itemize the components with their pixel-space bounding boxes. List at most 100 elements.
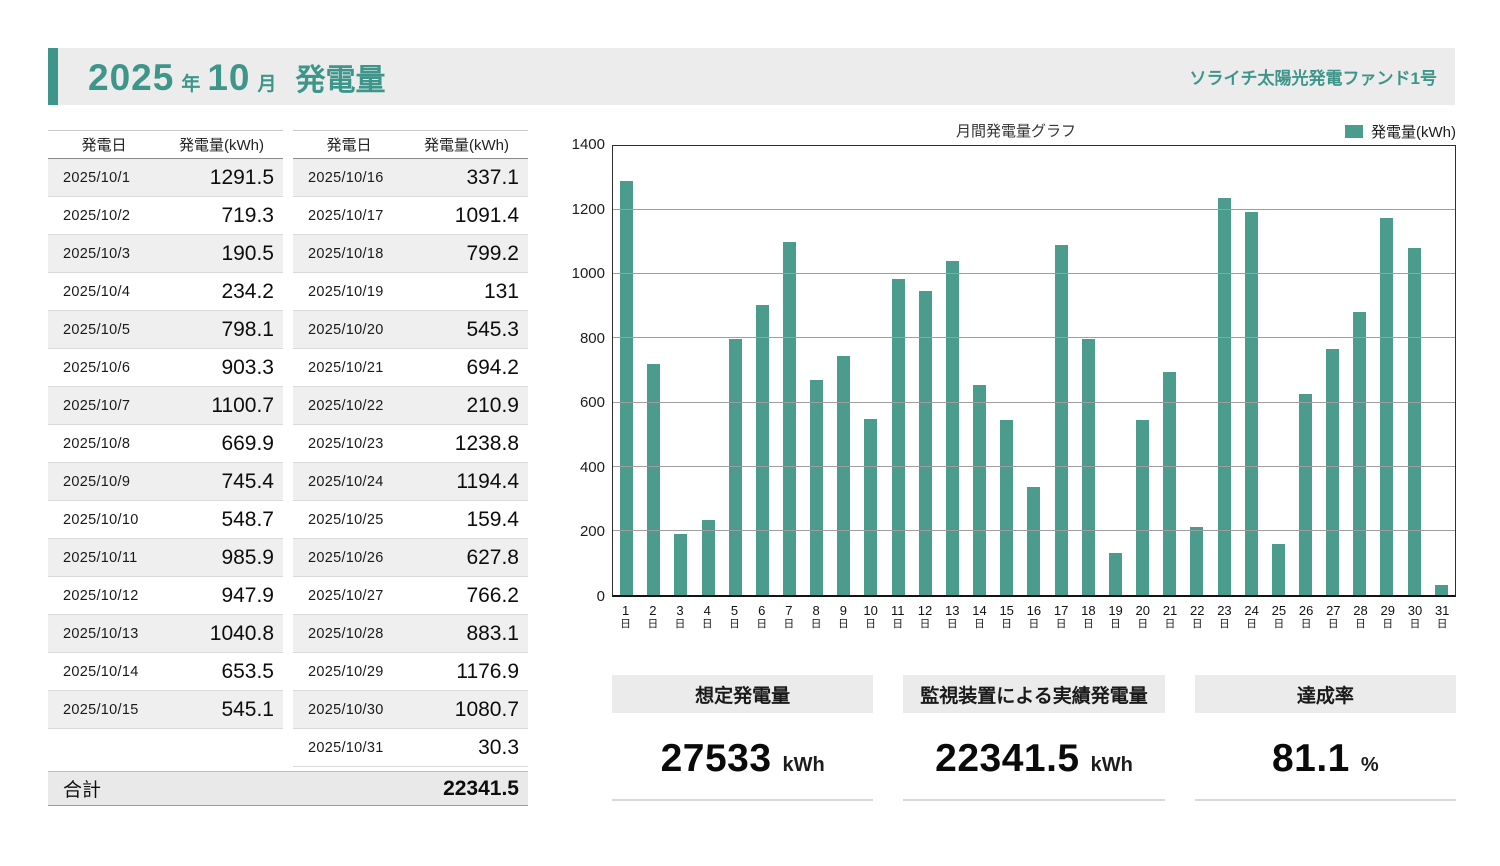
title-month: 10 [207,56,251,98]
bar-slot [613,146,640,595]
cell-value: 545.3 [466,317,519,341]
summary-number: 22341.5 kWh [903,737,1164,781]
x-tick-suffix: 日 [674,618,686,630]
x-tick-number: 2 [649,603,657,618]
x-tick-suffix: 日 [838,618,849,630]
x-tick-number: 8 [812,603,820,618]
gridline [613,465,1455,467]
x-tick-number: 29 [1380,603,1395,618]
table-row: 2025/10/15 545.1 [48,691,283,729]
x-tick-suffix: 日 [783,618,795,630]
bar-slot [1075,146,1102,595]
cell-value: 210.9 [466,393,519,417]
x-tick-suffix: 日 [919,618,931,630]
table-row: 2025/10/9 745.4 [48,463,283,501]
x-tick-suffix: 日 [1382,618,1393,630]
table-row: 2025/10/21 694.2 [293,349,528,387]
bar-slot [912,146,939,595]
x-tick-number: 10 [863,603,878,618]
cell-date: 2025/10/16 [308,169,384,186]
bar-slot [776,146,803,595]
cell-date: 2025/10/9 [63,473,131,490]
bar-day-4 [701,519,715,595]
table-row: 2025/10/10 548.7 [48,501,283,539]
y-tick-label: 1400 [571,136,605,153]
x-tick-label: 11 日 [884,604,911,631]
cell-value: 1091.4 [454,203,519,227]
x-tick-suffix: 日 [1273,618,1285,630]
bar-slot [722,146,749,595]
table-row: 2025/10/17 1091.4 [293,197,528,235]
x-tick-number: 4 [703,603,711,618]
x-tick-suffix: 日 [1137,618,1149,630]
bar-slot [1346,146,1373,595]
cell-date: 2025/10/8 [63,435,131,452]
bar-day-17 [1054,244,1068,595]
bar-slot [749,146,776,595]
cell-date: 2025/10/28 [308,625,384,642]
bar-slot [830,146,857,595]
x-tick-suffix: 日 [1083,618,1094,630]
x-tick-number: 30 [1407,603,1423,618]
bar-slot [1265,146,1292,595]
x-tick-label: 20 日 [1129,604,1156,631]
bar-slot [993,146,1020,595]
gridline [613,529,1455,531]
cell-date: 2025/10/26 [308,549,384,566]
x-tick-number: 16 [1026,603,1042,618]
bar-slot [1210,146,1237,595]
cell-date: 2025/10/18 [308,245,384,262]
x-tick-suffix: 日 [1355,618,1366,630]
x-tick-suffix: 日 [810,618,822,630]
cell-value: 1040.8 [209,621,274,645]
cell-date: 2025/10/1 [63,169,131,186]
bar-slot [1238,146,1265,595]
x-tick-suffix: 日 [647,618,659,630]
x-tick-label: 23 日 [1211,604,1238,631]
cell-value: 131 [483,279,519,303]
bar-day-3 [674,533,688,595]
x-tick-label: 29 日 [1374,604,1401,631]
chart-y-axis: 0 200 400 600 800 1000 1200 1400 [572,136,612,605]
x-tick-number: 13 [945,603,960,618]
bar-slot [1102,146,1129,595]
x-tick-suffix: 日 [1028,618,1040,630]
x-tick-label: 18 日 [1075,604,1102,631]
y-tick-label: 0 [596,588,605,605]
title-month-unit: 月 [257,73,277,95]
cell-date: 2025/10/24 [308,473,384,490]
cell-value: 883.1 [466,621,519,645]
summary-unit: % [1360,754,1379,776]
cell-value: 190.5 [221,241,274,265]
bar-day-16 [1027,486,1041,595]
cell-value: 985.9 [221,545,274,569]
cell-value: 1238.8 [454,431,519,455]
y-tick-label: 400 [579,458,605,476]
summary-label: 監視装置による実績発電量 [903,675,1165,713]
bar-day-22 [1190,527,1204,595]
total-label: 合計 [63,780,102,801]
cell-value: 545.1 [221,697,274,721]
summary-number: 81.1% [1195,737,1456,781]
table-row: 2025/10/24 1194.4 [293,463,528,501]
x-tick-number: 1 [621,603,630,618]
x-tick-number: 19 [1108,603,1123,618]
bar-slot [1129,146,1156,595]
bar-day-1 [620,180,634,595]
x-tick-number: 11 [891,603,905,618]
bar-day-26 [1298,393,1312,595]
bar-day-10 [864,419,878,595]
gridline [613,337,1455,339]
cell-date: 2025/10/13 [63,625,139,642]
bar-slot [1292,146,1319,595]
x-tick-label: 25 日 [1265,604,1292,631]
bar-day-18 [1081,338,1095,595]
table-row: 2025/10/13 1040.8 [48,615,283,653]
summary-value: 81.1 [1271,737,1350,780]
bar-day-9 [837,355,851,595]
total-row: 合計 22341.5 [48,771,528,806]
bar-day-8 [810,380,824,595]
